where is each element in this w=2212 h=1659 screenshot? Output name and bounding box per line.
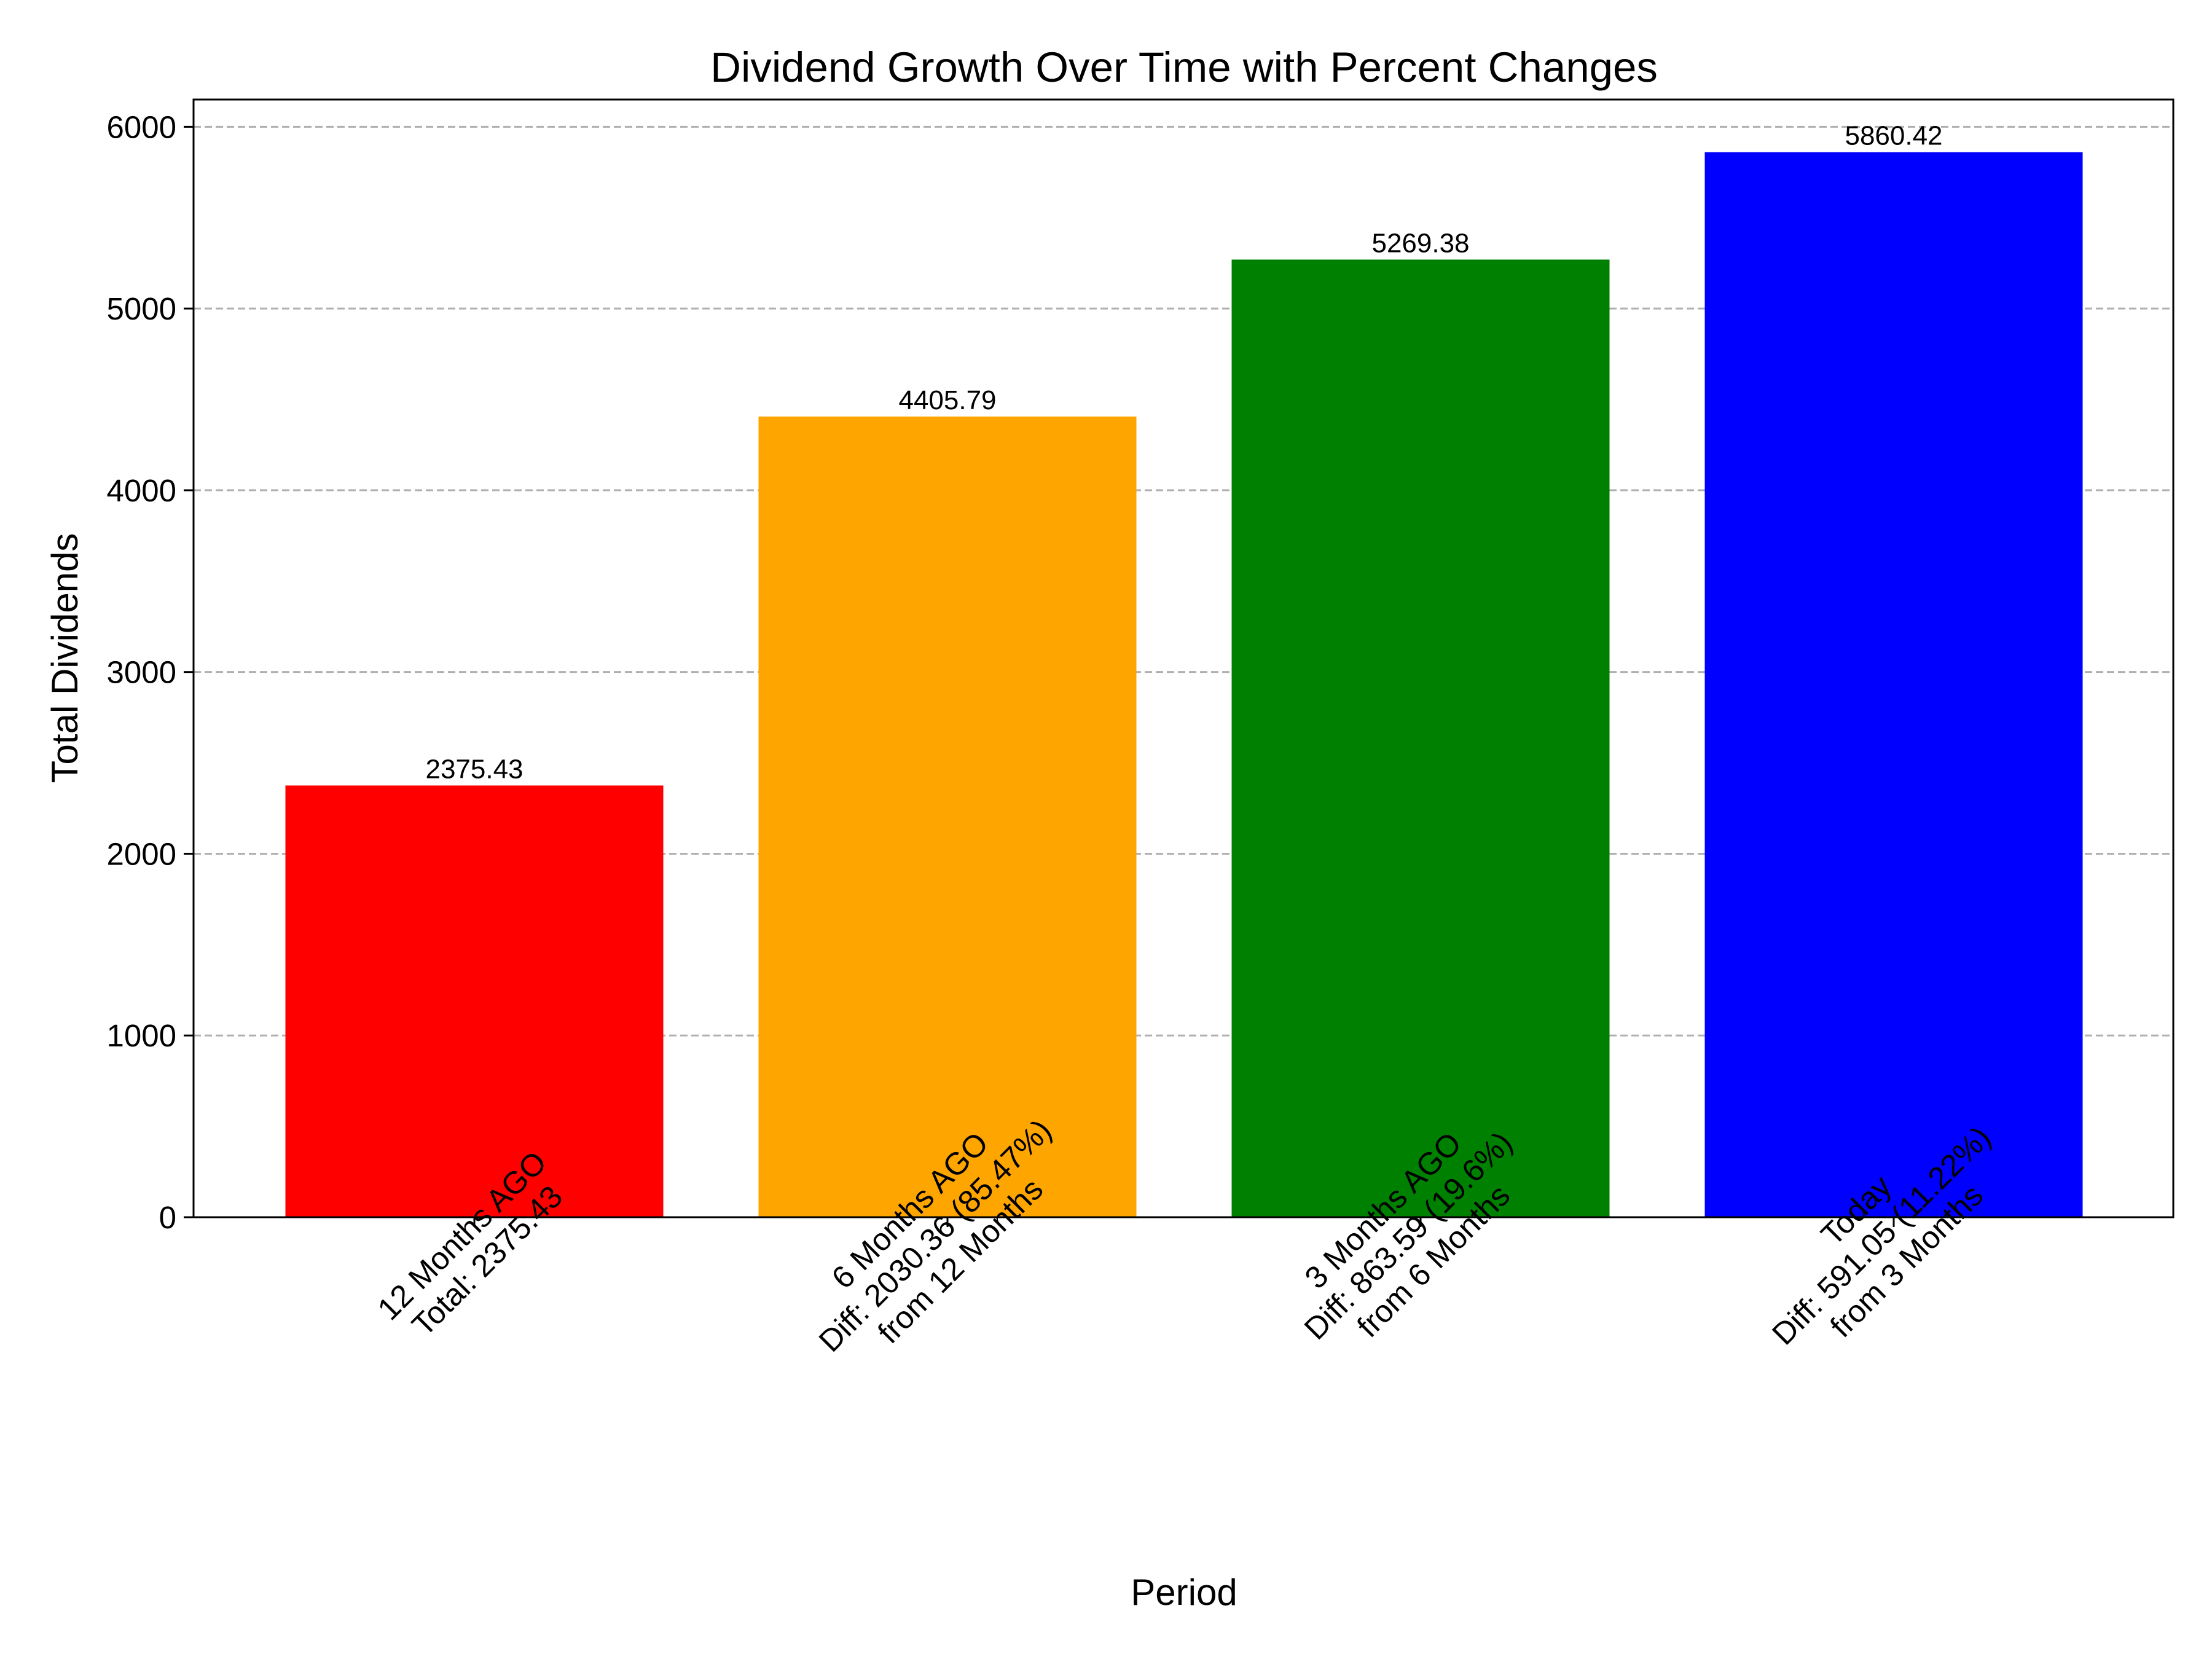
data-labels: 2375.43 4405.79 5269.38 5860.42 — [425, 121, 1942, 785]
bar-value-label: 5269.38 — [1371, 228, 1469, 258]
y-axis-label: Total Dividends — [44, 533, 85, 783]
plot-frame — [192, 98, 2175, 1218]
y-tick-label: 1000 — [107, 1018, 176, 1053]
y-axis: 0 1000 2000 3000 4000 5000 6000 — [107, 109, 194, 1235]
chart-title: Dividend Growth Over Time with Percent C… — [710, 44, 1658, 91]
bars — [285, 152, 2083, 1218]
bar — [285, 785, 664, 1217]
bar-value-label: 4405.79 — [898, 385, 996, 415]
bar-value-label: 5860.42 — [1845, 121, 1942, 151]
bar — [1231, 259, 1610, 1218]
bar — [1704, 152, 2083, 1217]
y-tick-label: 3000 — [107, 655, 176, 690]
y-tick-label: 0 — [159, 1200, 176, 1235]
x-axis-label: Period — [1131, 1572, 1237, 1613]
y-tick-label: 6000 — [107, 109, 176, 144]
bar — [758, 416, 1137, 1217]
y-tick-label: 5000 — [107, 291, 176, 326]
bar-value-label: 2375.43 — [425, 754, 523, 784]
y-tick-label: 4000 — [107, 473, 176, 508]
y-tick-label: 2000 — [107, 836, 176, 871]
